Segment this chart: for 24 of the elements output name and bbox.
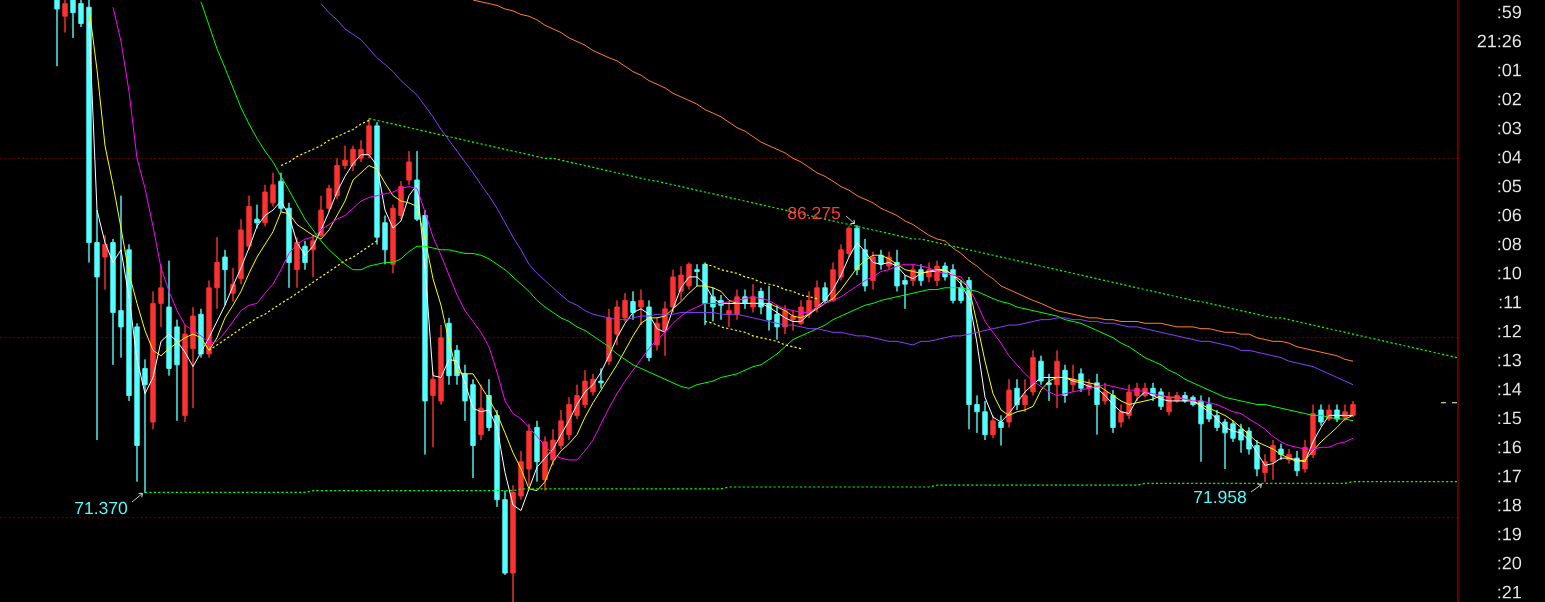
text: 21:26 bbox=[1477, 34, 1522, 48]
text: :13 bbox=[1498, 353, 1522, 367]
text: :08 bbox=[1498, 237, 1522, 251]
text: :02 bbox=[1498, 92, 1521, 106]
text: :17 bbox=[1498, 469, 1521, 483]
text: :15 bbox=[1498, 411, 1522, 425]
text: :12 bbox=[1498, 324, 1521, 338]
annotation: 71.370 bbox=[75, 501, 128, 515]
text: :14 bbox=[1498, 382, 1522, 396]
annotation: 86.275 bbox=[788, 206, 841, 220]
text: :20 bbox=[1498, 556, 1522, 570]
text: :59 bbox=[1498, 5, 1521, 19]
text: :05 bbox=[1498, 179, 1522, 193]
text: :10 bbox=[1498, 266, 1522, 280]
text: :03 bbox=[1498, 121, 1522, 135]
text: :19 bbox=[1498, 527, 1521, 541]
text: :04 bbox=[1498, 150, 1522, 164]
text: :06 bbox=[1498, 208, 1522, 222]
text: :11 bbox=[1499, 295, 1521, 309]
text: :01 bbox=[1498, 63, 1521, 77]
text: :16 bbox=[1498, 440, 1522, 454]
text: :21 bbox=[1498, 585, 1521, 599]
annotation: 71.958 bbox=[1194, 490, 1247, 504]
text: :18 bbox=[1498, 498, 1522, 512]
